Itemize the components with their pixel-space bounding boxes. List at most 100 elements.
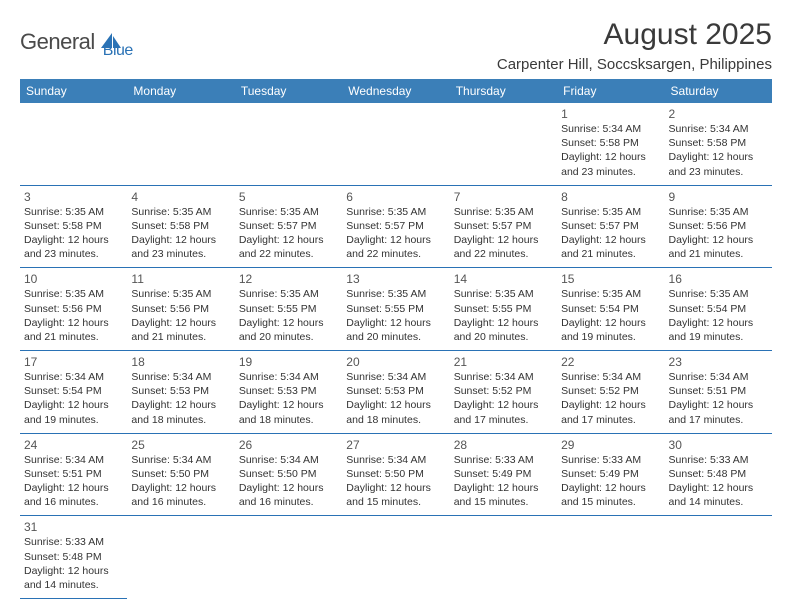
sunrise-line: Sunrise: 5:34 AM — [561, 122, 660, 136]
sunset-line: Sunset: 5:58 PM — [561, 136, 660, 150]
weekday-header: Sunday — [20, 79, 127, 103]
sunset-line: Sunset: 5:57 PM — [454, 219, 553, 233]
day-number: 31 — [24, 520, 123, 534]
sunset-line: Sunset: 5:54 PM — [24, 384, 123, 398]
daylight-line: Daylight: 12 hours and 18 minutes. — [346, 398, 445, 426]
calendar-day-cell — [20, 103, 127, 185]
calendar-day-cell: 16Sunrise: 5:35 AMSunset: 5:54 PMDayligh… — [665, 268, 772, 351]
calendar-day-cell: 28Sunrise: 5:33 AMSunset: 5:49 PMDayligh… — [450, 433, 557, 516]
location: Carpenter Hill, Soccsksargen, Philippine… — [497, 56, 772, 73]
calendar-day-cell: 27Sunrise: 5:34 AMSunset: 5:50 PMDayligh… — [342, 433, 449, 516]
calendar-day-cell: 20Sunrise: 5:34 AMSunset: 5:53 PMDayligh… — [342, 351, 449, 434]
sunrise-line: Sunrise: 5:35 AM — [669, 205, 768, 219]
calendar-day-cell: 24Sunrise: 5:34 AMSunset: 5:51 PMDayligh… — [20, 433, 127, 516]
weekday-header: Saturday — [665, 79, 772, 103]
sunset-line: Sunset: 5:53 PM — [239, 384, 338, 398]
day-number: 27 — [346, 438, 445, 452]
sunset-line: Sunset: 5:54 PM — [669, 302, 768, 316]
sunrise-line: Sunrise: 5:33 AM — [669, 453, 768, 467]
day-number: 3 — [24, 190, 123, 204]
daylight-line: Daylight: 12 hours and 16 minutes. — [24, 481, 123, 509]
day-number: 24 — [24, 438, 123, 452]
sunrise-line: Sunrise: 5:35 AM — [669, 287, 768, 301]
sunset-line: Sunset: 5:51 PM — [24, 467, 123, 481]
sunset-line: Sunset: 5:58 PM — [669, 136, 768, 150]
calendar-day-cell — [127, 103, 234, 185]
calendar-day-cell — [450, 103, 557, 185]
daylight-line: Daylight: 12 hours and 21 minutes. — [24, 316, 123, 344]
daylight-line: Daylight: 12 hours and 15 minutes. — [346, 481, 445, 509]
sunset-line: Sunset: 5:49 PM — [454, 467, 553, 481]
day-number: 6 — [346, 190, 445, 204]
daylight-line: Daylight: 12 hours and 18 minutes. — [131, 398, 230, 426]
daylight-line: Daylight: 12 hours and 22 minutes. — [454, 233, 553, 261]
calendar-day-cell: 21Sunrise: 5:34 AMSunset: 5:52 PMDayligh… — [450, 351, 557, 434]
daylight-line: Daylight: 12 hours and 16 minutes. — [239, 481, 338, 509]
daylight-line: Daylight: 12 hours and 23 minutes. — [669, 150, 768, 178]
daylight-line: Daylight: 12 hours and 20 minutes. — [346, 316, 445, 344]
calendar-day-cell: 18Sunrise: 5:34 AMSunset: 5:53 PMDayligh… — [127, 351, 234, 434]
day-number: 12 — [239, 272, 338, 286]
day-number: 25 — [131, 438, 230, 452]
calendar-week: 17Sunrise: 5:34 AMSunset: 5:54 PMDayligh… — [20, 351, 772, 434]
sunrise-line: Sunrise: 5:34 AM — [669, 370, 768, 384]
sunrise-line: Sunrise: 5:35 AM — [24, 205, 123, 219]
day-number: 2 — [669, 107, 768, 121]
day-number: 4 — [131, 190, 230, 204]
sunset-line: Sunset: 5:58 PM — [131, 219, 230, 233]
calendar-day-cell: 2Sunrise: 5:34 AMSunset: 5:58 PMDaylight… — [665, 103, 772, 185]
sunrise-line: Sunrise: 5:35 AM — [346, 205, 445, 219]
sunrise-line: Sunrise: 5:34 AM — [24, 370, 123, 384]
daylight-line: Daylight: 12 hours and 14 minutes. — [24, 564, 123, 592]
calendar-day-cell: 19Sunrise: 5:34 AMSunset: 5:53 PMDayligh… — [235, 351, 342, 434]
calendar-day-cell — [235, 103, 342, 185]
day-number: 13 — [346, 272, 445, 286]
sunset-line: Sunset: 5:57 PM — [239, 219, 338, 233]
daylight-line: Daylight: 12 hours and 23 minutes. — [131, 233, 230, 261]
sunrise-line: Sunrise: 5:34 AM — [561, 370, 660, 384]
sunrise-line: Sunrise: 5:35 AM — [561, 287, 660, 301]
sunset-line: Sunset: 5:54 PM — [561, 302, 660, 316]
sunrise-line: Sunrise: 5:33 AM — [454, 453, 553, 467]
day-number: 26 — [239, 438, 338, 452]
day-number: 10 — [24, 272, 123, 286]
daylight-line: Daylight: 12 hours and 17 minutes. — [561, 398, 660, 426]
calendar-day-cell — [342, 103, 449, 185]
sunrise-line: Sunrise: 5:35 AM — [454, 205, 553, 219]
calendar-day-cell: 7Sunrise: 5:35 AMSunset: 5:57 PMDaylight… — [450, 185, 557, 268]
day-number: 8 — [561, 190, 660, 204]
calendar-day-cell: 22Sunrise: 5:34 AMSunset: 5:52 PMDayligh… — [557, 351, 664, 434]
day-number: 1 — [561, 107, 660, 121]
calendar-week: 1Sunrise: 5:34 AMSunset: 5:58 PMDaylight… — [20, 103, 772, 185]
sunrise-line: Sunrise: 5:33 AM — [24, 535, 123, 549]
calendar-day-cell — [235, 516, 342, 599]
day-number: 11 — [131, 272, 230, 286]
calendar-day-cell — [450, 516, 557, 599]
day-number: 16 — [669, 272, 768, 286]
weekday-header: Wednesday — [342, 79, 449, 103]
day-number: 29 — [561, 438, 660, 452]
calendar-day-cell: 6Sunrise: 5:35 AMSunset: 5:57 PMDaylight… — [342, 185, 449, 268]
sunrise-line: Sunrise: 5:34 AM — [346, 453, 445, 467]
sunrise-line: Sunrise: 5:35 AM — [239, 287, 338, 301]
sunset-line: Sunset: 5:58 PM — [24, 219, 123, 233]
calendar-day-cell: 11Sunrise: 5:35 AMSunset: 5:56 PMDayligh… — [127, 268, 234, 351]
sunrise-line: Sunrise: 5:35 AM — [346, 287, 445, 301]
daylight-line: Daylight: 12 hours and 17 minutes. — [454, 398, 553, 426]
sunrise-line: Sunrise: 5:35 AM — [561, 205, 660, 219]
daylight-line: Daylight: 12 hours and 18 minutes. — [239, 398, 338, 426]
day-number: 7 — [454, 190, 553, 204]
calendar-day-cell: 4Sunrise: 5:35 AMSunset: 5:58 PMDaylight… — [127, 185, 234, 268]
calendar-day-cell: 26Sunrise: 5:34 AMSunset: 5:50 PMDayligh… — [235, 433, 342, 516]
sunrise-line: Sunrise: 5:35 AM — [454, 287, 553, 301]
sunset-line: Sunset: 5:57 PM — [561, 219, 660, 233]
calendar-day-cell: 13Sunrise: 5:35 AMSunset: 5:55 PMDayligh… — [342, 268, 449, 351]
daylight-line: Daylight: 12 hours and 19 minutes. — [561, 316, 660, 344]
sunrise-line: Sunrise: 5:35 AM — [131, 287, 230, 301]
calendar-day-cell: 17Sunrise: 5:34 AMSunset: 5:54 PMDayligh… — [20, 351, 127, 434]
calendar-day-cell: 8Sunrise: 5:35 AMSunset: 5:57 PMDaylight… — [557, 185, 664, 268]
sunrise-line: Sunrise: 5:35 AM — [239, 205, 338, 219]
calendar-day-cell: 9Sunrise: 5:35 AMSunset: 5:56 PMDaylight… — [665, 185, 772, 268]
weekday-header: Thursday — [450, 79, 557, 103]
calendar-day-cell: 31Sunrise: 5:33 AMSunset: 5:48 PMDayligh… — [20, 516, 127, 599]
